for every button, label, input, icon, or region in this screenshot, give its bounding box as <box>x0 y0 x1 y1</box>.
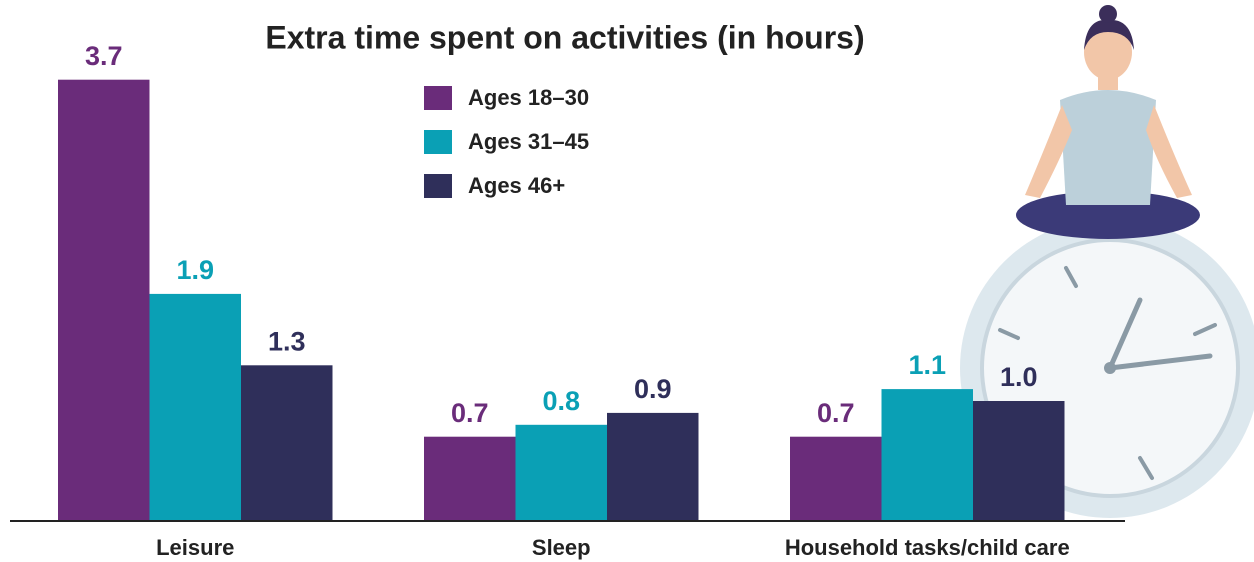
data-label: 0.8 <box>542 386 580 416</box>
bar <box>241 365 333 520</box>
legend-swatch <box>424 130 452 154</box>
data-label: 0.7 <box>451 398 489 428</box>
person-hair <box>1084 19 1134 50</box>
bar <box>790 436 882 520</box>
person-legs <box>1016 191 1200 239</box>
x-tick-label: Sleep <box>532 535 591 560</box>
person-bun <box>1099 5 1117 23</box>
person-arm <box>1025 105 1072 198</box>
bar <box>881 389 973 520</box>
clock-hand <box>1107 297 1143 371</box>
data-label: 1.3 <box>268 326 306 356</box>
legend-label: Ages 31–45 <box>468 129 589 154</box>
person-arm <box>1146 105 1192 198</box>
legend-label: Ages 46+ <box>468 173 565 198</box>
data-label: 0.7 <box>817 398 855 428</box>
legend-swatch <box>424 86 452 110</box>
data-label: 1.1 <box>908 350 946 380</box>
legend-label: Ages 18–30 <box>468 85 589 110</box>
bar <box>607 412 699 520</box>
clock-hand <box>1107 353 1213 371</box>
person-head <box>1084 24 1132 80</box>
data-label: 3.7 <box>85 41 123 71</box>
bar <box>515 424 607 520</box>
person-shirt <box>1060 90 1156 205</box>
data-label: 0.9 <box>634 374 672 404</box>
x-tick-label: Household tasks/child care <box>785 535 1070 560</box>
chart-title: Extra time spent on activities (in hours… <box>265 19 864 55</box>
bar <box>58 79 150 520</box>
data-label: 1.9 <box>176 255 214 285</box>
legend-swatch <box>424 174 452 198</box>
bar <box>424 436 516 520</box>
data-label: 1.0 <box>1000 362 1038 392</box>
bar <box>149 293 241 520</box>
x-tick-label: Leisure <box>156 535 234 560</box>
clock-center <box>1104 362 1116 374</box>
bar <box>973 401 1065 520</box>
